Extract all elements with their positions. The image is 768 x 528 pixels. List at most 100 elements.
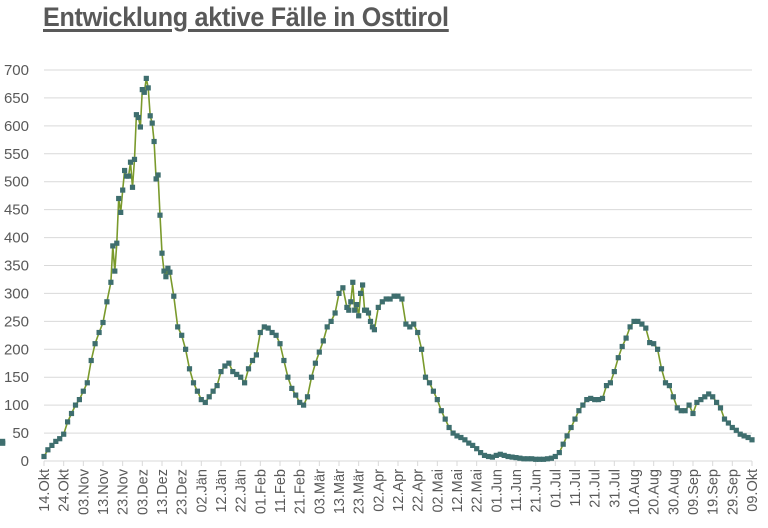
x-tick-label: 10.Aug — [627, 469, 643, 515]
data-point-marker — [242, 380, 248, 386]
data-point-marker — [61, 431, 67, 437]
data-point-marker — [249, 357, 256, 364]
data-point-marker — [411, 321, 417, 327]
data-point-marker — [611, 369, 617, 375]
data-point-marker — [438, 408, 444, 414]
data-point-marker — [265, 325, 271, 331]
data-point-marker — [206, 394, 212, 400]
data-point-marker — [183, 346, 189, 352]
data-point-marker — [745, 434, 751, 441]
data-point-marker — [261, 324, 267, 330]
data-point-marker — [112, 268, 118, 274]
data-point-marker — [666, 383, 672, 389]
y-tick-label: 250 — [4, 313, 29, 330]
data-point-marker — [147, 113, 153, 119]
data-point-marker — [501, 452, 507, 458]
data-point-marker — [72, 402, 79, 408]
data-point-marker — [446, 424, 452, 431]
data-point-marker — [371, 327, 377, 333]
data-point-marker — [717, 405, 724, 411]
data-point-marker — [635, 318, 641, 324]
data-point-marker — [544, 456, 551, 462]
data-point-marker — [489, 454, 495, 460]
y-tick-label: 500 — [4, 174, 29, 191]
x-tick-label: 21.Jul — [588, 469, 604, 508]
x-tick-label: 11.Jul — [568, 469, 584, 507]
data-point-marker — [733, 427, 739, 433]
data-point-marker — [312, 360, 318, 366]
data-point-marker — [603, 383, 610, 389]
data-point-marker — [690, 410, 696, 417]
data-point-marker — [277, 341, 283, 347]
x-tick-label: 22.Jän — [234, 469, 250, 513]
x-tick-label: 12.Apr — [391, 469, 407, 512]
x-tick-label: 13.Mär — [332, 469, 348, 514]
data-point-marker — [281, 357, 287, 364]
data-point-marker — [369, 324, 375, 330]
x-tick-label: 11.Feb — [273, 469, 289, 513]
data-point-marker — [430, 388, 436, 394]
data-point-marker — [710, 394, 716, 400]
data-point-marker — [120, 187, 126, 193]
x-tick-label: 11.Jun — [509, 469, 525, 511]
x-tick-label: 03.Mär — [312, 469, 328, 514]
y-axis-labels: 0 50 100 150 200 250 300 350 400 450 500 550 600 650 7… — [4, 62, 29, 470]
data-point-marker — [84, 380, 90, 386]
y-tick-label: 550 — [4, 146, 29, 163]
data-point-marker — [186, 366, 193, 372]
data-point-marker — [655, 346, 661, 352]
x-tick-label: 23.Nov — [116, 468, 132, 515]
x-tick-label: 30.Aug — [666, 469, 682, 515]
data-point-marker — [348, 299, 354, 305]
data-point-marker — [375, 304, 381, 310]
data-point-marker — [210, 388, 216, 394]
data-point-marker — [706, 391, 712, 397]
x-tick-label: 14.Okt — [37, 469, 53, 512]
x-axis: 14.Okt 24.Okt 03.Nov 13.Nov 23.Nov 03.Dez 13.D… — [37, 461, 761, 515]
data-point-marker — [383, 296, 389, 302]
data-point-marker — [354, 302, 360, 308]
data-point-marker — [285, 374, 291, 380]
data-point-marker — [129, 184, 136, 190]
data-point-marker — [623, 335, 629, 341]
data-point-marker — [161, 268, 167, 274]
data-point-marker — [344, 304, 350, 310]
data-point-marker — [548, 455, 554, 461]
x-tick-label: 20.Aug — [647, 469, 663, 515]
data-point-marker — [466, 440, 472, 446]
data-series — [0, 75, 755, 462]
data-point-marker — [560, 441, 566, 447]
data-point-marker — [658, 366, 665, 372]
data-point-marker — [53, 438, 59, 444]
data-point-marker — [304, 394, 311, 400]
data-point-marker — [391, 293, 397, 299]
data-point-marker — [729, 424, 735, 431]
data-point-marker — [352, 307, 358, 313]
data-point-marker — [426, 380, 433, 386]
data-point-marker — [529, 456, 535, 462]
x-tick-label: 19.Sep — [706, 469, 722, 515]
data-point-marker — [165, 265, 171, 271]
data-point-marker — [521, 456, 527, 462]
data-point-marker — [599, 395, 606, 401]
data-point-marker — [556, 450, 562, 456]
data-point-marker — [68, 410, 75, 417]
x-tick-label: 12.Jän — [214, 469, 230, 513]
y-tick-label: 200 — [4, 341, 29, 358]
data-point-marker — [749, 437, 755, 443]
data-point-marker — [257, 329, 263, 336]
data-point-marker — [316, 349, 322, 355]
data-point-marker — [194, 388, 200, 394]
data-point-marker — [45, 447, 51, 453]
data-point-marker — [564, 433, 570, 439]
data-point-marker — [269, 329, 275, 336]
data-point-marker — [395, 293, 401, 299]
data-point-marker — [116, 195, 122, 202]
data-point-marker — [253, 352, 259, 358]
data-point-marker — [580, 402, 586, 408]
data-point-marker — [360, 282, 366, 288]
x-tick-label: 02.Jän — [194, 469, 210, 513]
data-point-marker — [607, 380, 613, 386]
data-point-marker — [493, 452, 499, 458]
x-tick-label: 31.Jul — [607, 469, 623, 508]
